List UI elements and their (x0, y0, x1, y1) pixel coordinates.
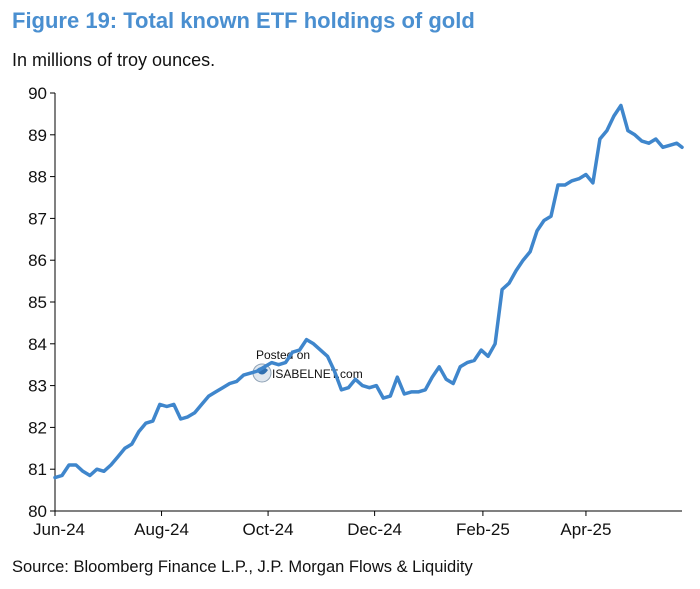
y-tick-label: 85 (28, 293, 47, 312)
watermark-line1: Posted on (256, 348, 310, 362)
source-note: Source: Bloomberg Finance L.P., J.P. Mor… (12, 558, 473, 576)
x-tick-label: Apr-25 (560, 520, 611, 539)
watermark: Posted on ISABELNET.com (252, 348, 363, 383)
y-tick-label: 84 (28, 335, 47, 354)
x-tick-label: Feb-25 (456, 520, 510, 539)
x-tick-label: Dec-24 (347, 520, 402, 539)
y-tick-label: 86 (28, 251, 47, 270)
y-axis-ticks: 80 81 82 83 84 85 86 87 88 89 90 (28, 84, 55, 521)
y-tick-label: 81 (28, 460, 47, 479)
x-tick-label: Aug-24 (134, 520, 189, 539)
y-tick-label: 89 (28, 126, 47, 145)
watermark-line2: ISABELNET.com (272, 367, 363, 381)
y-tick-label: 90 (28, 84, 47, 103)
y-tick-label: 80 (28, 502, 47, 521)
y-tick-label: 87 (28, 209, 47, 228)
series-line (53, 103, 684, 480)
x-axis-ticks: Jun-24 Aug-24 Oct-24 Dec-24 Feb-25 Apr-25 (33, 511, 611, 539)
y-tick-label: 88 (28, 168, 47, 187)
x-tick-label: Jun-24 (33, 520, 85, 539)
y-tick-label: 83 (28, 377, 47, 396)
y-tick-label: 82 (28, 418, 47, 437)
chart-title: Figure 19: Total known ETF holdings of g… (12, 8, 475, 33)
chart-subtitle: In millions of troy ounces. (12, 50, 216, 70)
x-tick-label: Oct-24 (243, 520, 294, 539)
